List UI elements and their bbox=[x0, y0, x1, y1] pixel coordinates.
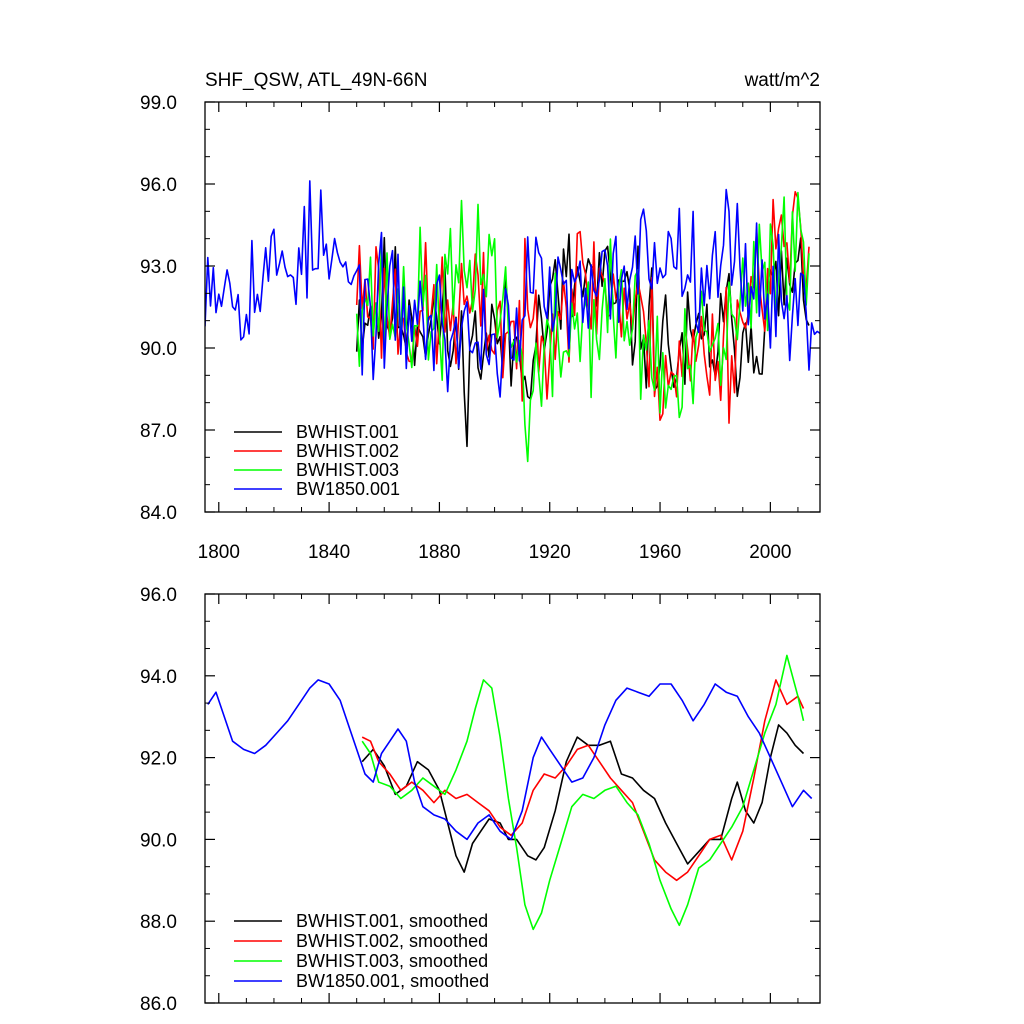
legend-label: BWHIST.002, smoothed bbox=[296, 931, 488, 951]
legend-label: BW1850.001, smoothed bbox=[296, 971, 489, 991]
y-tick-label: 84.0 bbox=[140, 503, 177, 524]
x-tick-label: 1880 bbox=[418, 542, 460, 563]
y-tick-label: 96.0 bbox=[140, 175, 177, 196]
series-line-bwhist-002 bbox=[355, 191, 810, 424]
y-tick-label: 92.0 bbox=[140, 749, 177, 770]
y-tick-label: 90.0 bbox=[140, 830, 177, 851]
series-line-bwhist-003-smoothed bbox=[361, 654, 805, 931]
y-tick-label: 87.0 bbox=[140, 421, 177, 442]
series-line-bwhist-002-smoothed bbox=[361, 679, 805, 882]
series-line-bwhist-001-smoothed bbox=[361, 724, 805, 873]
top-chart-title: SHF_QSW, ATL_49N-66N bbox=[205, 70, 427, 91]
legend-label: BWHIST.001, smoothed bbox=[296, 911, 488, 931]
y-tick-label: 94.0 bbox=[140, 667, 177, 688]
y-tick-label: 99.0 bbox=[140, 93, 177, 114]
top-chart-units: watt/m^2 bbox=[744, 70, 820, 91]
x-tick-label: 1800 bbox=[198, 542, 240, 563]
bottom-panel: 86.0 88.0 90.0 92.0 94.0 96.0 BWHIST.001, smoo… bbox=[140, 585, 821, 1015]
legend-label: BWHIST.003 bbox=[296, 460, 399, 480]
y-tick-label: 88.0 bbox=[140, 912, 177, 933]
x-tick-label: 1920 bbox=[529, 542, 571, 563]
x-tick-label: 1840 bbox=[308, 542, 350, 563]
legend-label: BWHIST.002 bbox=[296, 441, 399, 461]
plot-frame bbox=[204, 593, 821, 1004]
top-panel: 84.0 87.0 90.0 93.0 96.0 99.0 1800 1840 1880 1920… bbox=[140, 93, 821, 563]
y-tick-label: 86.0 bbox=[140, 994, 177, 1015]
plot-frame bbox=[204, 101, 821, 513]
y-tick-label: 90.0 bbox=[140, 339, 177, 360]
y-tick-label: 96.0 bbox=[140, 585, 177, 606]
legend-label: BW1850.001 bbox=[296, 479, 400, 499]
y-tick-label: 93.0 bbox=[140, 257, 177, 278]
legend-label: BWHIST.001 bbox=[296, 422, 399, 442]
legend-label: BWHIST.003, smoothed bbox=[296, 951, 488, 971]
x-tick-label: 1960 bbox=[639, 542, 681, 563]
series-line-bw1850-001 bbox=[205, 180, 820, 398]
series-line-bw1850-001-smoothed bbox=[207, 679, 813, 841]
x-tick-label: 2000 bbox=[749, 542, 791, 563]
